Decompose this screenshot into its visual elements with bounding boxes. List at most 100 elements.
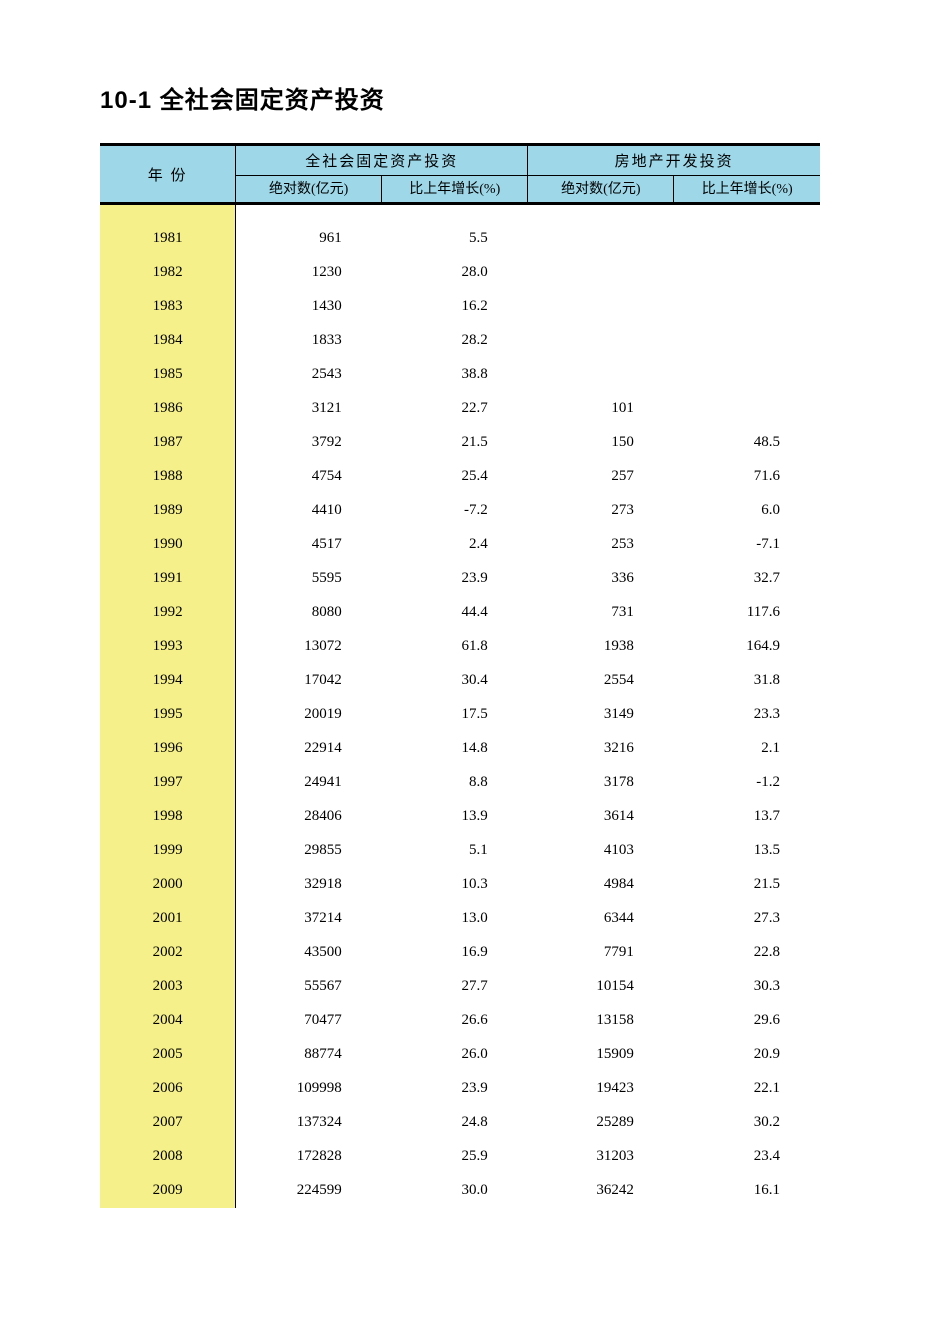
total-abs-cell: 24941 [236, 766, 382, 800]
table-row: 200922459930.03624216.1 [100, 1174, 820, 1208]
realestate-abs-cell [528, 256, 674, 290]
realestate-growth-cell: 27.3 [674, 902, 820, 936]
realestate-growth-cell: 21.5 [674, 868, 820, 902]
realestate-growth-cell [674, 290, 820, 324]
table-row: 19952001917.5314923.3 [100, 698, 820, 732]
table-row: 1986312122.7101 [100, 392, 820, 426]
table-row: 20024350016.9779122.8 [100, 936, 820, 970]
table-row: 1988475425.425771.6 [100, 460, 820, 494]
total-abs-cell: 17042 [236, 664, 382, 698]
realestate-growth-cell [674, 358, 820, 392]
realestate-abs-cell: 25289 [528, 1106, 674, 1140]
year-cell: 1996 [100, 732, 236, 766]
year-cell: 1992 [100, 596, 236, 630]
realestate-growth-cell: 16.1 [674, 1174, 820, 1208]
table-row: 1999298555.1410313.5 [100, 834, 820, 868]
total-growth-cell: 16.2 [382, 290, 528, 324]
header-group-real-estate: 房地产开发投资 [528, 145, 820, 176]
total-growth-cell: 13.0 [382, 902, 528, 936]
total-abs-cell: 3121 [236, 392, 382, 426]
empty-cell [236, 204, 382, 222]
total-growth-cell: 5.1 [382, 834, 528, 868]
year-cell: 2000 [100, 868, 236, 902]
total-abs-cell: 22914 [236, 732, 382, 766]
total-abs-cell: 961 [236, 222, 382, 256]
table-row: 19962291414.832162.1 [100, 732, 820, 766]
total-growth-cell: 17.5 [382, 698, 528, 732]
total-growth-cell: 25.9 [382, 1140, 528, 1174]
total-growth-cell: 24.8 [382, 1106, 528, 1140]
realestate-abs-cell: 253 [528, 528, 674, 562]
realestate-growth-cell: 71.6 [674, 460, 820, 494]
total-abs-cell: 32918 [236, 868, 382, 902]
year-cell: 2003 [100, 970, 236, 1004]
total-growth-cell: 13.9 [382, 800, 528, 834]
realestate-abs-cell: 257 [528, 460, 674, 494]
realestate-growth-cell: 31.8 [674, 664, 820, 698]
total-abs-cell: 137324 [236, 1106, 382, 1140]
realestate-abs-cell [528, 290, 674, 324]
total-abs-cell: 20019 [236, 698, 382, 732]
total-abs-cell: 28406 [236, 800, 382, 834]
total-growth-cell: 14.8 [382, 732, 528, 766]
total-growth-cell: 16.9 [382, 936, 528, 970]
total-growth-cell: 38.8 [382, 358, 528, 392]
total-growth-cell: 22.7 [382, 392, 528, 426]
table-row: 19982840613.9361413.7 [100, 800, 820, 834]
total-growth-cell: 23.9 [382, 562, 528, 596]
total-abs-cell: 1430 [236, 290, 382, 324]
table-header: 年 份 全社会固定资产投资 房地产开发投资 绝对数(亿元) 比上年增长(%) 绝… [100, 145, 820, 204]
total-abs-cell: 1230 [236, 256, 382, 290]
year-cell: 1995 [100, 698, 236, 732]
year-cell: 1984 [100, 324, 236, 358]
table-row: 20047047726.61315829.6 [100, 1004, 820, 1038]
table-row: 20003291810.3498421.5 [100, 868, 820, 902]
year-cell: 1981 [100, 222, 236, 256]
total-abs-cell: 29855 [236, 834, 382, 868]
realestate-growth-cell: 32.7 [674, 562, 820, 596]
table-row: 20058877426.01590920.9 [100, 1038, 820, 1072]
total-abs-cell: 4517 [236, 528, 382, 562]
table-row: 200713732424.82528930.2 [100, 1106, 820, 1140]
table-row: 1983143016.2 [100, 290, 820, 324]
realestate-abs-cell: 2554 [528, 664, 674, 698]
total-abs-cell: 4410 [236, 494, 382, 528]
header-growth-1: 比上年增长(%) [382, 176, 528, 204]
total-growth-cell: 61.8 [382, 630, 528, 664]
table-row: 1985254338.8 [100, 358, 820, 392]
header-growth-2: 比上年增长(%) [674, 176, 820, 204]
year-cell: 1994 [100, 664, 236, 698]
year-cell: 1987 [100, 426, 236, 460]
total-abs-cell: 43500 [236, 936, 382, 970]
table-row: 1984183328.2 [100, 324, 820, 358]
table-row: 20035556727.71015430.3 [100, 970, 820, 1004]
year-cell: 1986 [100, 392, 236, 426]
realestate-abs-cell: 101 [528, 392, 674, 426]
total-growth-cell: 10.3 [382, 868, 528, 902]
total-growth-cell: 30.4 [382, 664, 528, 698]
total-growth-cell: 23.9 [382, 1072, 528, 1106]
year-cell: 2008 [100, 1140, 236, 1174]
realestate-abs-cell: 7791 [528, 936, 674, 970]
year-cell: 2002 [100, 936, 236, 970]
realestate-growth-cell: 13.7 [674, 800, 820, 834]
year-cell: 1990 [100, 528, 236, 562]
table-row: 19941704230.4255431.8 [100, 664, 820, 698]
year-cell: 2007 [100, 1106, 236, 1140]
realestate-growth-cell: 20.9 [674, 1038, 820, 1072]
year-cell: 1998 [100, 800, 236, 834]
header-abs-1: 绝对数(亿元) [236, 176, 382, 204]
table-row: 19931307261.81938164.9 [100, 630, 820, 664]
table-row: 199045172.4253-7.1 [100, 528, 820, 562]
empty-cell [528, 204, 674, 222]
realestate-abs-cell: 36242 [528, 1174, 674, 1208]
year-cell: 2004 [100, 1004, 236, 1038]
total-growth-cell: 26.6 [382, 1004, 528, 1038]
realestate-abs-cell [528, 324, 674, 358]
realestate-growth-cell: 117.6 [674, 596, 820, 630]
realestate-abs-cell: 3149 [528, 698, 674, 732]
total-abs-cell: 8080 [236, 596, 382, 630]
total-abs-cell: 88774 [236, 1038, 382, 1072]
table-row: 1987379221.515048.5 [100, 426, 820, 460]
total-growth-cell: 25.4 [382, 460, 528, 494]
